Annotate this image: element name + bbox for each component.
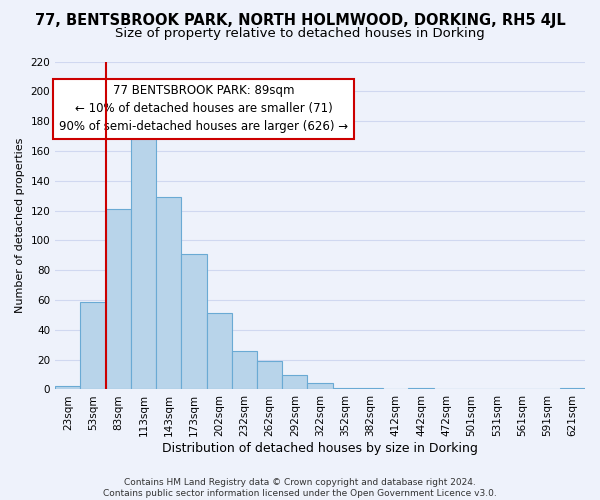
Bar [106, 209, 131, 390]
Text: 77 BENTSBROOK PARK: 89sqm
← 10% of detached houses are smaller (71)
90% of semi-: 77 BENTSBROOK PARK: 89sqm ← 10% of detac… [59, 84, 348, 134]
Bar [156, 197, 181, 390]
Bar [409, 388, 434, 390]
Text: 77, BENTSBROOK PARK, NORTH HOLMWOOD, DORKING, RH5 4JL: 77, BENTSBROOK PARK, NORTH HOLMWOOD, DOR… [35, 12, 565, 28]
X-axis label: Distribution of detached houses by size in Dorking: Distribution of detached houses by size … [162, 442, 478, 455]
Bar [332, 388, 358, 390]
Bar [55, 386, 80, 390]
Bar [358, 388, 383, 390]
Bar [282, 374, 307, 390]
Bar [232, 350, 257, 390]
Text: Contains HM Land Registry data © Crown copyright and database right 2024.
Contai: Contains HM Land Registry data © Crown c… [103, 478, 497, 498]
Bar [307, 384, 332, 390]
Bar [181, 254, 206, 390]
Bar [257, 361, 282, 390]
Bar [560, 388, 585, 390]
Bar [131, 121, 156, 390]
Y-axis label: Number of detached properties: Number of detached properties [15, 138, 25, 313]
Bar [206, 314, 232, 390]
Text: Size of property relative to detached houses in Dorking: Size of property relative to detached ho… [115, 28, 485, 40]
Bar [80, 302, 106, 390]
